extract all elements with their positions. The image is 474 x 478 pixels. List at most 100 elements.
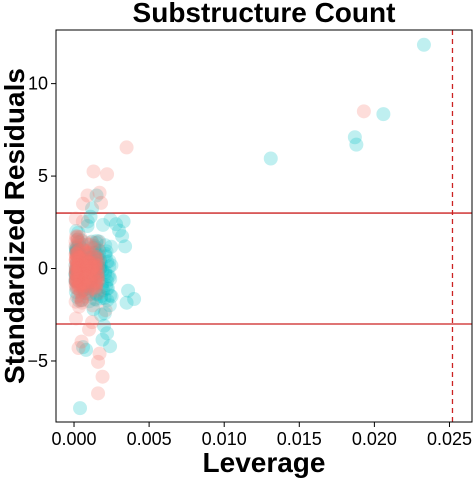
cluster-point-cyan — [68, 262, 83, 277]
data-point-salmon — [71, 341, 86, 356]
cluster-point-salmon — [68, 281, 83, 296]
cluster-point-salmon — [91, 252, 106, 267]
cluster-point-salmon — [79, 289, 94, 304]
data-point-cyan — [89, 188, 104, 203]
cluster-point-salmon — [85, 259, 100, 274]
cluster-point-salmon — [91, 255, 106, 270]
data-point-cyan — [73, 401, 88, 416]
cluster-point-cyan — [80, 280, 95, 295]
cluster-point-salmon — [71, 281, 86, 296]
cluster-point-cyan — [98, 267, 113, 282]
cluster-point-cyan — [83, 287, 98, 302]
cluster-point-cyan — [72, 243, 87, 258]
cluster-point-cyan — [79, 267, 94, 282]
cluster-point-cyan — [77, 257, 92, 272]
cluster-point-cyan — [68, 242, 83, 257]
data-point-cyan — [100, 326, 115, 341]
cluster-point-salmon — [68, 271, 83, 286]
cluster-point-salmon — [69, 241, 84, 256]
cluster-point-salmon — [78, 257, 93, 272]
cluster-point-cyan — [87, 251, 102, 266]
cluster-point-cyan — [89, 233, 104, 248]
cluster-point-cyan — [100, 268, 115, 283]
cluster-point-cyan — [75, 237, 90, 252]
data-point-salmon — [119, 140, 134, 155]
cluster-point-salmon — [80, 237, 95, 252]
cluster-point-cyan — [69, 289, 84, 304]
cluster-point-salmon — [80, 286, 95, 301]
cluster-point-salmon — [69, 267, 84, 282]
cluster-point-salmon — [79, 260, 94, 275]
cluster-point-cyan — [79, 266, 94, 281]
data-point-salmon — [92, 346, 107, 361]
cluster-point-cyan — [102, 254, 117, 269]
axis-ticks: 0.000 0.005 0.010 0.015 0.020 0.025 −5 0 5 10 — [27, 74, 472, 449]
cluster-point-cyan — [78, 247, 93, 262]
cluster-point-salmon — [76, 254, 91, 269]
cluster-point-cyan — [89, 286, 104, 301]
cluster-point-salmon — [70, 258, 85, 273]
cluster-point-salmon — [81, 256, 96, 271]
cluster-point-salmon — [91, 258, 106, 273]
cluster-point-salmon — [73, 265, 88, 280]
cluster-point-cyan — [76, 271, 91, 286]
data-point-cyan — [86, 302, 101, 317]
cluster-point-salmon — [68, 238, 83, 253]
cluster-point-salmon — [69, 258, 84, 273]
cluster-point-salmon — [75, 279, 90, 294]
cluster-point-salmon — [73, 229, 88, 244]
data-point-cyan — [347, 130, 362, 145]
cluster-point-cyan — [81, 275, 96, 290]
cluster-point-cyan — [79, 278, 94, 293]
cluster-point-salmon — [69, 258, 84, 273]
data-point-cyan — [109, 217, 124, 232]
cluster-point-cyan — [70, 256, 85, 271]
cluster-point-cyan — [78, 278, 93, 293]
cluster-point-salmon — [89, 260, 104, 275]
cluster-point-cyan — [83, 272, 98, 287]
cluster-point-salmon — [90, 268, 105, 283]
cluster-point-salmon — [80, 269, 95, 284]
cluster-point-salmon — [81, 255, 96, 270]
cluster-point-salmon — [71, 278, 86, 293]
cluster-point-cyan — [71, 225, 86, 240]
cluster-point-cyan — [76, 266, 91, 281]
data-point-salmon — [98, 303, 113, 318]
cluster-point-salmon — [68, 211, 83, 226]
cluster-point-salmon — [74, 257, 89, 272]
cluster-point-cyan — [72, 268, 87, 283]
cluster-point-salmon — [74, 272, 89, 287]
cluster-point-cyan — [77, 282, 92, 297]
cluster-point-salmon — [70, 245, 85, 260]
cluster-point-cyan — [80, 277, 95, 292]
cluster-point-cyan — [92, 234, 107, 249]
cluster-point-salmon — [86, 267, 101, 282]
cluster-point-salmon — [71, 243, 86, 258]
cluster-point-salmon — [71, 262, 86, 277]
cluster-point-salmon — [70, 248, 85, 263]
cluster-point-salmon — [79, 245, 94, 260]
cluster-point-salmon — [70, 266, 85, 281]
cluster-point-salmon — [68, 294, 83, 309]
cluster-point-salmon — [90, 271, 105, 286]
cluster-point-cyan — [74, 262, 89, 277]
cluster-point-cyan — [75, 266, 90, 281]
cluster-point-salmon — [77, 276, 92, 291]
cluster-point-cyan — [73, 264, 88, 279]
cluster-point-cyan — [69, 244, 84, 259]
cluster-point-salmon — [83, 266, 98, 281]
cluster-point-salmon — [76, 257, 91, 272]
cluster-point-salmon — [75, 276, 90, 291]
cluster-point-cyan — [87, 239, 102, 254]
cluster-point-cyan — [98, 249, 113, 264]
cluster-point-cyan — [83, 257, 98, 272]
cluster-point-salmon — [89, 275, 104, 290]
cluster-point-cyan — [75, 272, 90, 287]
cluster-point-salmon — [77, 255, 92, 270]
cluster-point-cyan — [104, 258, 119, 273]
cluster-point-cyan — [94, 289, 109, 304]
cluster-point-cyan — [76, 266, 91, 281]
cluster-point-cyan — [77, 257, 92, 272]
cluster-point-salmon — [81, 275, 96, 290]
cluster-point-cyan — [86, 247, 101, 262]
